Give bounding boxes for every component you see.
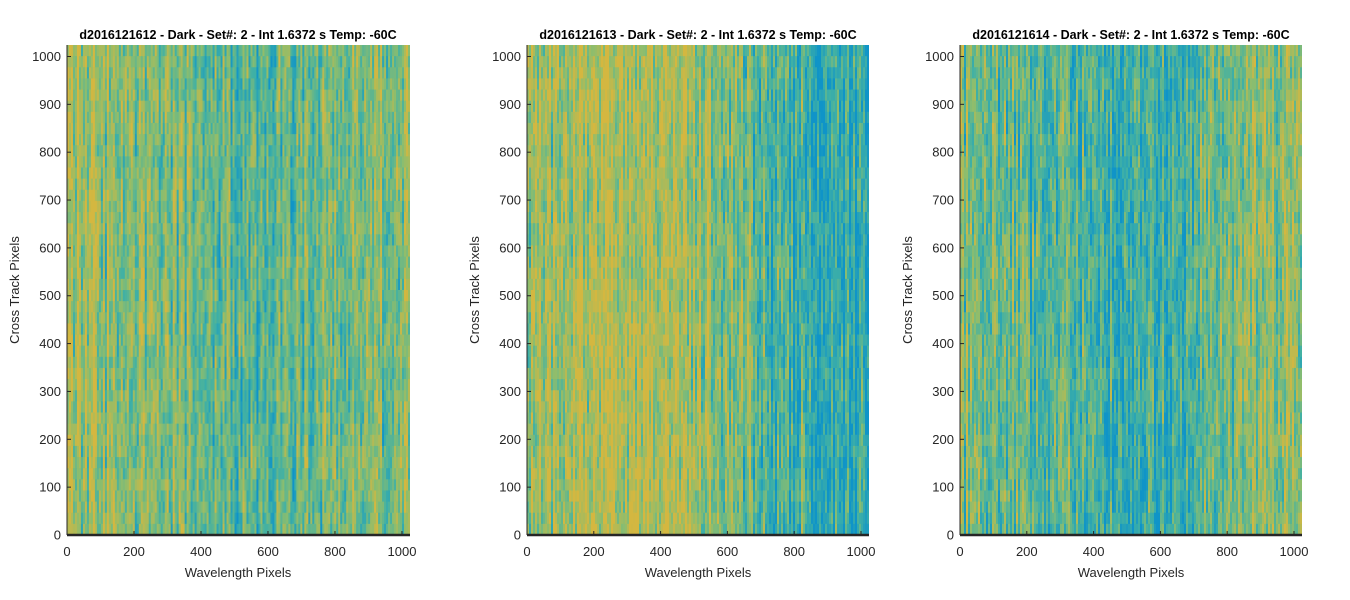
x-tick-label: 400 xyxy=(1083,544,1105,559)
y-tick-label: 500 xyxy=(932,288,954,303)
y-tick-label: 700 xyxy=(499,193,521,208)
y-tick-label: 100 xyxy=(932,480,954,495)
y-tick-label: 400 xyxy=(499,336,521,351)
y-tick-label: 600 xyxy=(499,240,521,255)
y-tick-label: 900 xyxy=(932,97,954,112)
chart-title: d2016121612 - Dark - Set#: 2 - Int 1.637… xyxy=(79,28,396,42)
chart-panel-2: d2016121613 - Dark - Set#: 2 - Int 1.637… xyxy=(467,28,875,580)
y-tick-label: 400 xyxy=(39,336,61,351)
x-tick-label: 0 xyxy=(63,544,70,559)
y-tick-label: 0 xyxy=(947,528,954,543)
x-tick-label: 800 xyxy=(783,544,805,559)
chart-panel-3: d2016121614 - Dark - Set#: 2 - Int 1.637… xyxy=(900,28,1308,580)
y-tick-label: 800 xyxy=(499,145,521,160)
y-tick-label: 1000 xyxy=(32,49,61,64)
y-tick-label: 300 xyxy=(39,384,61,399)
y-tick-label: 500 xyxy=(499,288,521,303)
x-axis-label: Wavelength Pixels xyxy=(1078,565,1185,580)
heatmap-area xyxy=(67,45,410,535)
y-tick-label: 800 xyxy=(39,145,61,160)
x-tick-label: 800 xyxy=(1216,544,1238,559)
x-tick-label: 600 xyxy=(257,544,279,559)
y-tick-label: 0 xyxy=(54,528,61,543)
x-tick-label: 0 xyxy=(523,544,530,559)
y-axis-label: Cross Track Pixels xyxy=(7,236,22,344)
chart-title: d2016121613 - Dark - Set#: 2 - Int 1.637… xyxy=(539,28,856,42)
y-tick-label: 300 xyxy=(932,384,954,399)
chart-title: d2016121614 - Dark - Set#: 2 - Int 1.637… xyxy=(972,28,1289,42)
y-tick-label: 100 xyxy=(499,480,521,495)
x-tick-label: 1000 xyxy=(388,544,417,559)
y-tick-label: 500 xyxy=(39,288,61,303)
y-tick-label: 1000 xyxy=(492,49,521,64)
y-tick-label: 900 xyxy=(499,97,521,112)
x-tick-label: 800 xyxy=(324,544,346,559)
x-tick-label: 200 xyxy=(583,544,605,559)
y-tick-label: 300 xyxy=(499,384,521,399)
y-tick-label: 700 xyxy=(932,193,954,208)
x-tick-label: 400 xyxy=(190,544,212,559)
x-tick-label: 600 xyxy=(1150,544,1172,559)
y-tick-label: 1000 xyxy=(925,49,954,64)
y-tick-label: 200 xyxy=(39,432,61,447)
y-axis-label: Cross Track Pixels xyxy=(467,236,482,344)
y-tick-label: 0 xyxy=(514,528,521,543)
x-tick-label: 1000 xyxy=(1280,544,1309,559)
y-tick-label: 900 xyxy=(39,97,61,112)
y-tick-label: 600 xyxy=(39,240,61,255)
y-tick-label: 100 xyxy=(39,480,61,495)
y-tick-label: 600 xyxy=(932,240,954,255)
x-tick-label: 600 xyxy=(717,544,739,559)
y-tick-label: 400 xyxy=(932,336,954,351)
x-tick-label: 1000 xyxy=(847,544,876,559)
y-tick-label: 200 xyxy=(499,432,521,447)
x-tick-label: 200 xyxy=(1016,544,1038,559)
x-axis-label: Wavelength Pixels xyxy=(185,565,292,580)
heatmap-area xyxy=(527,45,869,535)
x-tick-label: 200 xyxy=(123,544,145,559)
chart-panel-1: d2016121612 - Dark - Set#: 2 - Int 1.637… xyxy=(7,28,416,580)
y-tick-label: 800 xyxy=(932,145,954,160)
y-axis-label: Cross Track Pixels xyxy=(900,236,915,344)
heatmap-area xyxy=(960,45,1302,535)
y-tick-label: 200 xyxy=(932,432,954,447)
y-tick-label: 700 xyxy=(39,193,61,208)
x-tick-label: 0 xyxy=(956,544,963,559)
x-axis-label: Wavelength Pixels xyxy=(645,565,752,580)
x-tick-label: 400 xyxy=(650,544,672,559)
